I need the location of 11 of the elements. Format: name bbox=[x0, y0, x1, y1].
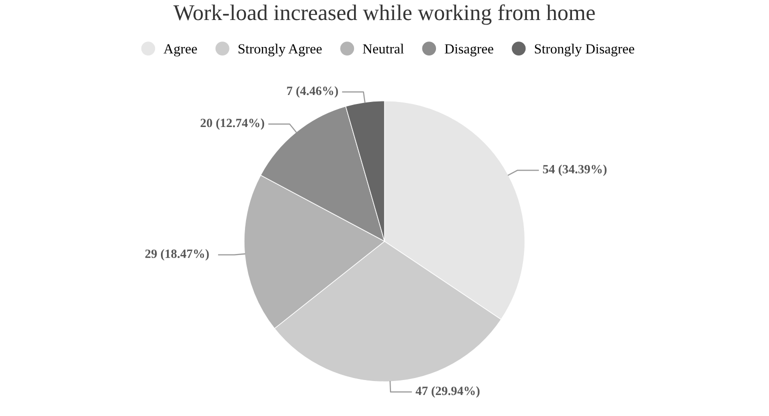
data-label: 29 (18.47%) bbox=[145, 249, 209, 261]
chart-title: Work-load increased while working from home bbox=[173, 4, 595, 25]
legend-label: Disagree bbox=[444, 44, 494, 56]
data-label: 54 (34.39%) bbox=[543, 164, 607, 176]
data-label: 20 (12.74%) bbox=[200, 118, 264, 130]
legend-label: Neutral bbox=[362, 44, 404, 54]
legend-label: Agree bbox=[164, 44, 197, 56]
data-label: 47 (29.94%) bbox=[416, 386, 480, 398]
data-label: 7 (4.46%) bbox=[287, 86, 338, 98]
legend-label: Strongly Disagree bbox=[534, 44, 634, 56]
legend-label: Strongly Agree bbox=[238, 44, 322, 56]
